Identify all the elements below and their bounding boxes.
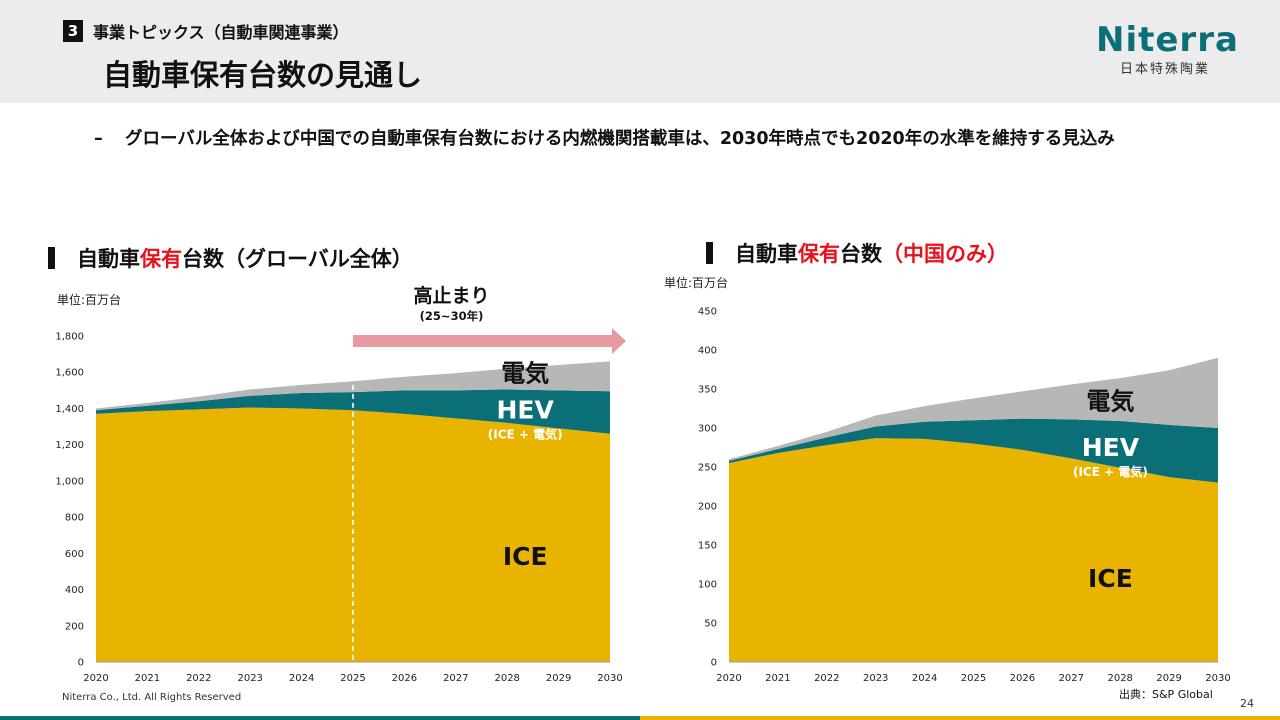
series-label-hev: HEV [1082, 433, 1140, 462]
x-tick-label: 2027 [443, 673, 468, 684]
annotation-sublabel: (25~30年) [420, 309, 484, 323]
global-stacked-area-chart: 0 200 400 600 800 1,000 1,200 1,400 1,600 1,800 20… [55, 284, 626, 684]
page-number: 24 [1240, 697, 1254, 710]
x-tick-label: 2028 [1107, 673, 1132, 684]
x-tick-label: 2026 [1010, 673, 1035, 684]
area-ev [729, 357, 1218, 461]
chart-title-global-mid: 台数 [182, 247, 224, 271]
x-tick-label: 2022 [186, 673, 211, 684]
header-band: 3 事業トピックス（自動車関連事業） 自動車保有台数の見通し Niterra 日… [0, 0, 1280, 103]
chart-title-global-prefix: 自動車 [77, 247, 140, 271]
y-tick-label: 0 [711, 658, 717, 669]
y-tick-label: 1,000 [55, 476, 84, 487]
y-tick-label: 100 [698, 580, 717, 591]
y-tick-label: 600 [65, 549, 84, 560]
area-ice [729, 438, 1218, 662]
x-tick-label: 2029 [546, 673, 571, 684]
copyright-text: Niterra Co., Ltd. All Rights Reserved [62, 692, 242, 703]
series-label-ice: ICE [1088, 564, 1133, 593]
footer-bar-gold [640, 716, 1280, 720]
x-tick-label: 2026 [392, 673, 417, 684]
area-hev [729, 418, 1218, 483]
footer-bar-teal [0, 716, 640, 720]
x-tick-label: 2030 [597, 673, 622, 684]
chart-title-china-suffix: （中国のみ） [882, 242, 1008, 266]
x-tick-label: 2021 [135, 673, 160, 684]
series-label-hev: HEV [497, 395, 555, 424]
title-bar-icon [48, 247, 55, 269]
chart-title-china-prefix: 自動車 [735, 242, 798, 266]
series-sublabel-hev: (ICE + 電気) [488, 426, 563, 441]
title-bar-icon [706, 242, 713, 264]
y-tick-label: 1,600 [55, 368, 84, 379]
bullet-dash: – [94, 129, 103, 149]
bullet-text: グローバル全体および中国での自動車保有台数における内燃機関搭載車は、2030年時… [125, 129, 1115, 149]
page-title: 自動車保有台数の見通し [103, 58, 423, 92]
chart-title-global-suffix: （グローバル全体） [224, 247, 413, 271]
logo-word: Niterra [1096, 20, 1239, 60]
y-tick-label: 200 [698, 502, 717, 513]
unit-label-global: 単位:百万台 [57, 293, 122, 307]
x-tick-label: 2030 [1205, 673, 1230, 684]
annotation-arrow [353, 328, 626, 354]
y-tick-label: 400 [698, 346, 717, 357]
x-tick-label: 2027 [1059, 673, 1084, 684]
series-sublabel-hev: (ICE + 電気) [1073, 464, 1148, 479]
x-tick-label: 2028 [494, 673, 519, 684]
unit-label-china: 単位:百万台 [664, 276, 729, 290]
y-tick-label: 50 [704, 619, 717, 630]
logo-subtitle: 日本特殊陶業 [1120, 62, 1211, 77]
chart-title-china: 自動車保有台数（中国のみ） [706, 238, 1008, 268]
y-tick-label: 450 [698, 307, 717, 318]
chart-title-china-mid: 台数 [840, 242, 882, 266]
y-tick-label: 150 [698, 541, 717, 552]
x-tick-label: 2021 [765, 673, 790, 684]
x-tick-label: 2025 [961, 673, 986, 684]
source-note: 出典：S&P Global [1117, 686, 1215, 702]
y-tick-label: 300 [698, 424, 717, 435]
x-tick-label: 2022 [814, 673, 839, 684]
x-tick-label: 2024 [289, 673, 314, 684]
x-tick-label: 2029 [1156, 673, 1181, 684]
series-label-ice: ICE [503, 542, 548, 571]
y-tick-label: 200 [65, 621, 84, 632]
chart-title-global-highlight: 保有 [140, 247, 182, 271]
annotation-label: 高止まり [413, 284, 489, 307]
x-tick-label: 2023 [863, 673, 888, 684]
section-number: 3 [63, 20, 83, 42]
y-tick-label: 0 [78, 658, 84, 669]
y-tick-label: 1,800 [55, 332, 84, 343]
x-tick-label: 2020 [83, 673, 108, 684]
chart-title-china-highlight: 保有 [798, 242, 840, 266]
area-hev [96, 389, 610, 434]
series-label-ev: 電気 [1086, 388, 1134, 416]
x-tick-label: 2023 [237, 673, 262, 684]
chart-title-global: 自動車保有台数（グローバル全体） [48, 243, 413, 273]
y-tick-label: 1,400 [55, 404, 84, 415]
y-tick-label: 350 [698, 385, 717, 396]
x-tick-label: 2024 [912, 673, 937, 684]
y-tick-label: 1,200 [55, 440, 84, 451]
summary-bullet: – グローバル全体および中国での自動車保有台数における内燃機関搭載車は、2030… [94, 124, 1174, 155]
y-tick-label: 400 [65, 585, 84, 596]
x-tick-label: 2025 [340, 673, 365, 684]
y-tick-label: 250 [698, 463, 717, 474]
y-tick-label: 800 [65, 513, 84, 524]
area-ice [96, 407, 610, 662]
section-label: 事業トピックス（自動車関連事業） [93, 23, 349, 42]
x-tick-label: 2020 [716, 673, 741, 684]
niterra-logo: Niterra 日本特殊陶業 [1096, 22, 1246, 77]
series-label-ev: 電気 [501, 360, 549, 388]
china-stacked-area-chart: 0 50 100 150 200 250 300 350 400 450 2020 2021 2022 2… [698, 307, 1231, 685]
